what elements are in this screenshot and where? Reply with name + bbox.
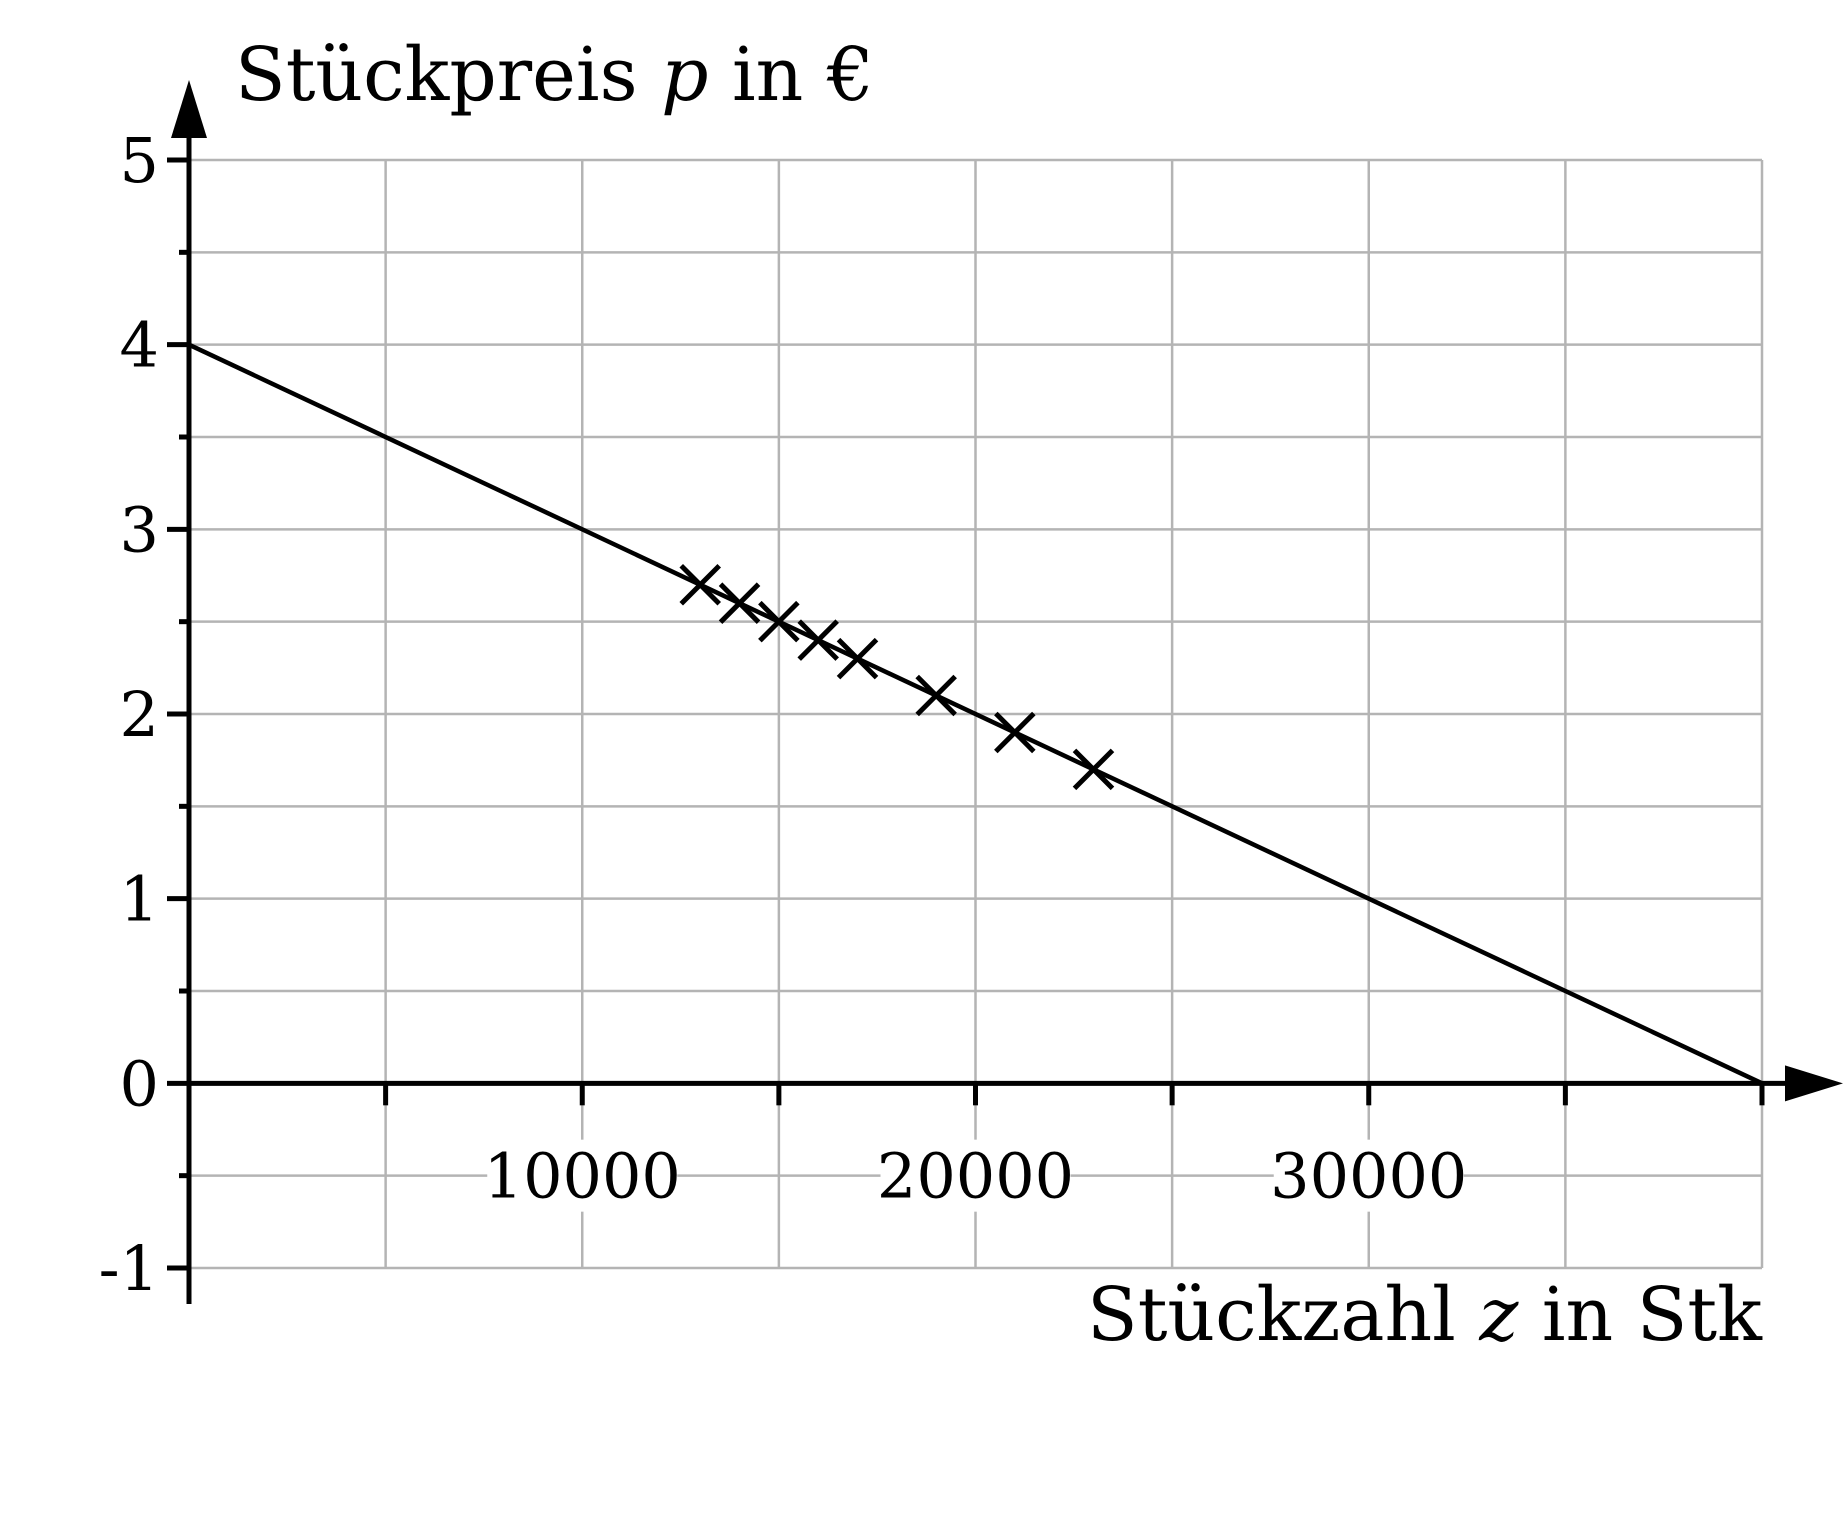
x-tick-label-bg bbox=[880, 1139, 1071, 1212]
y-axis-title-prefix: Stückpreis bbox=[235, 32, 661, 118]
y-tick-label: 0 bbox=[120, 1047, 159, 1120]
y-tick-label: 2 bbox=[120, 678, 159, 751]
data-point bbox=[718, 582, 761, 624]
data-point-stroke bbox=[758, 600, 800, 643]
trend-line-group bbox=[188, 342, 1763, 1086]
x-axis-title-variable: z bbox=[1478, 1272, 1519, 1358]
data-point-stroke bbox=[836, 637, 879, 680]
y-tick-label: 4 bbox=[120, 309, 159, 382]
data-point-stroke bbox=[679, 563, 721, 606]
y-axis-title-variable: p bbox=[661, 32, 708, 118]
data-point-stroke bbox=[994, 711, 1036, 754]
x-tick-label: 20000 bbox=[877, 1140, 1074, 1213]
x-tick-label-bg bbox=[1273, 1139, 1464, 1212]
data-point bbox=[915, 674, 957, 717]
data-point-stroke bbox=[797, 619, 839, 661]
y-tick-label: 3 bbox=[120, 493, 159, 566]
data-point bbox=[836, 637, 879, 680]
axes bbox=[171, 80, 1843, 1304]
y-axis-title: Stückpreis p in € bbox=[235, 32, 874, 118]
data-point-stroke bbox=[915, 674, 957, 717]
data-point bbox=[679, 563, 721, 606]
x-axis-title: Stückzahl z in Stk bbox=[1087, 1272, 1763, 1358]
y-axis-title-suffix: in € bbox=[708, 32, 873, 118]
data-point-stroke bbox=[718, 582, 761, 624]
x-axis-title-suffix: in Stk bbox=[1518, 1272, 1763, 1358]
x-tick-label: 30000 bbox=[1270, 1140, 1467, 1213]
y-axis-arrow bbox=[171, 80, 207, 138]
trend-line bbox=[188, 342, 1763, 1086]
data-point bbox=[994, 711, 1036, 754]
data-point-stroke bbox=[1072, 748, 1115, 791]
x-tick-label: 10000 bbox=[484, 1140, 681, 1213]
data-point bbox=[797, 619, 839, 661]
y-tick-label: 5 bbox=[120, 124, 159, 197]
x-tick-label-bg bbox=[487, 1139, 678, 1212]
x-axis-arrow bbox=[1785, 1065, 1843, 1102]
y-tick-label: -1 bbox=[99, 1232, 159, 1305]
y-tick-label: 1 bbox=[120, 863, 159, 936]
x-axis-title-prefix: Stückzahl bbox=[1087, 1272, 1479, 1358]
data-point bbox=[1072, 748, 1115, 791]
ticks: 10000 20000 30000 -1 0 1 2 3 4 5 bbox=[99, 124, 1765, 1305]
data-point bbox=[758, 600, 800, 643]
data-points bbox=[679, 563, 1115, 791]
